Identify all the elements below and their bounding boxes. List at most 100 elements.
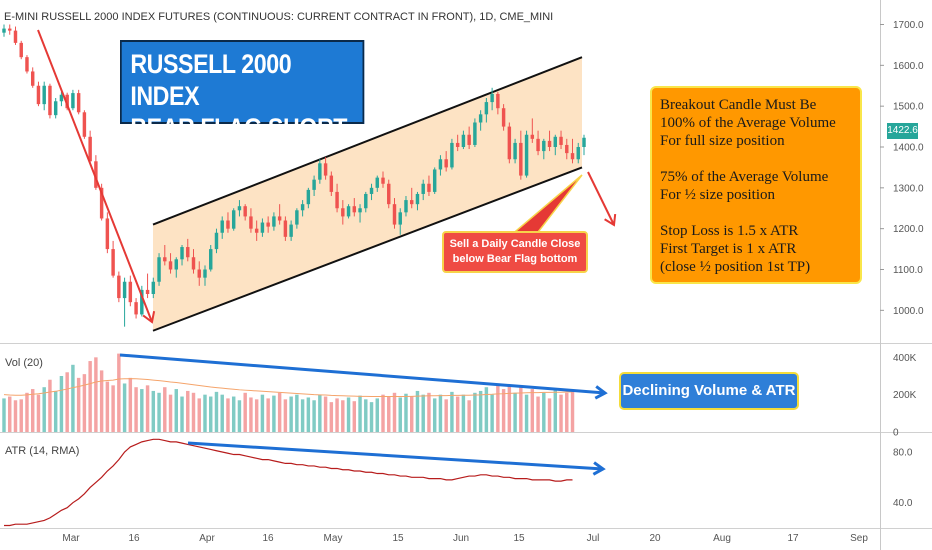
volume-bar — [266, 398, 270, 432]
volume-bar — [369, 402, 374, 432]
volume-bar — [530, 389, 535, 432]
candle-body — [111, 249, 115, 276]
candle-body — [513, 142, 517, 160]
price-tick-label: 1600.0 — [893, 61, 924, 72]
note-line: Stop Loss is 1.5 x ATR — [660, 223, 799, 239]
candle-body — [484, 102, 489, 115]
atr-panel-label: ATR (14, RMA) — [5, 445, 80, 457]
volume-bar — [59, 376, 64, 432]
candle-body — [306, 189, 311, 205]
candle-body — [547, 140, 552, 147]
volume-bar — [277, 392, 282, 432]
flagpole-arrow-head — [142, 311, 156, 324]
candle-body — [249, 216, 253, 229]
candle-body — [542, 140, 546, 152]
volume-bar — [392, 392, 397, 432]
volume-tick-label: 0 — [893, 428, 899, 439]
candle-body — [519, 142, 523, 176]
price-tick-label: 1400.0 — [893, 143, 924, 154]
flagpole-arrow — [37, 29, 153, 323]
candle-body — [197, 269, 201, 278]
volume-bar — [427, 392, 431, 432]
volume-panel-label: Vol (20) — [5, 357, 43, 369]
candle-body — [582, 137, 586, 147]
candle-body — [467, 134, 471, 145]
volume-bar — [76, 377, 81, 432]
volume-bar — [168, 394, 173, 432]
time-tick-label: Sep — [850, 533, 868, 544]
candle-body — [461, 134, 466, 147]
candle-body — [427, 183, 431, 192]
volume-bar — [490, 394, 494, 432]
candle-body — [134, 302, 138, 315]
volume-bar — [111, 385, 115, 432]
candle-body — [203, 269, 207, 278]
candle-body — [76, 93, 81, 113]
candle-body — [438, 159, 443, 170]
volume-bar — [467, 400, 471, 432]
sell-line1: Sell a Daily Candle Close — [449, 238, 581, 250]
annotation-title-box: RUSSELL 2000 INDEX BEAR FLAG SHORT — [120, 40, 365, 143]
candle-body — [168, 261, 173, 270]
candle-body — [318, 163, 322, 180]
annotation-title-line1: RUSSELL 2000 INDEX — [130, 49, 292, 111]
note-line: (close ½ position 1st TP) — [660, 259, 811, 275]
time-tick-label: Mar — [62, 533, 80, 544]
candle-body — [272, 216, 276, 227]
trade-rules-box: Breakout Candle Must Be 100% of the Aver… — [650, 86, 862, 284]
volume-bar — [536, 396, 540, 432]
candle-body — [496, 93, 500, 109]
candle-body — [341, 208, 345, 217]
candle-body — [65, 94, 69, 109]
time-tick-label: 16 — [128, 533, 140, 544]
flag-lower-line — [152, 166, 583, 332]
candle-body — [277, 216, 282, 221]
volume-bar — [117, 353, 121, 432]
volume-bar — [415, 390, 420, 432]
volume-bar — [226, 398, 230, 432]
candle-body — [59, 94, 64, 102]
volume-bar — [559, 394, 563, 432]
volume-bar — [209, 396, 213, 432]
time-tick-label: 15 — [513, 533, 525, 544]
volume-bar — [65, 372, 69, 432]
volume-bar — [186, 390, 190, 432]
time-tick-label: May — [324, 533, 343, 544]
volume-bar — [335, 398, 339, 432]
atr-trend-arrow-head — [592, 461, 606, 476]
flag-upper-line — [152, 56, 583, 226]
annotation-title-line2: BEAR FLAG SHORT — [130, 113, 348, 143]
volume-bar — [432, 398, 437, 432]
time-tick-label: Apr — [199, 533, 215, 544]
candle-body — [122, 281, 127, 299]
volume-bar — [455, 396, 460, 432]
candle-body — [478, 114, 483, 123]
volume-bar — [300, 399, 305, 432]
candle-body — [352, 206, 357, 213]
atr-line — [4, 438, 573, 527]
candle-body — [369, 187, 374, 194]
volume-tick-label: 400K — [893, 353, 917, 364]
candle-body — [530, 134, 535, 139]
volume-bar — [341, 400, 345, 432]
candle-body — [450, 142, 454, 168]
volume-bar — [329, 402, 334, 432]
volume-bar — [461, 394, 466, 432]
volume-bar — [36, 394, 41, 432]
last-price-tag: 1422.6 — [887, 123, 918, 139]
volume-bar — [243, 392, 247, 432]
candle-body — [323, 163, 328, 176]
candle-body — [329, 175, 334, 192]
candle-body — [151, 281, 156, 294]
volume-bar — [71, 364, 75, 432]
candle-body — [565, 144, 569, 154]
candle-body — [364, 193, 368, 209]
time-tick-label: 17 — [787, 533, 799, 544]
candle-body — [209, 249, 213, 270]
volume-bar — [145, 385, 150, 432]
candle-body — [94, 161, 98, 188]
volume-bar — [48, 379, 52, 432]
note-line: For ½ size position — [660, 187, 775, 203]
candle-body — [295, 210, 299, 225]
volume-bar — [191, 392, 196, 432]
